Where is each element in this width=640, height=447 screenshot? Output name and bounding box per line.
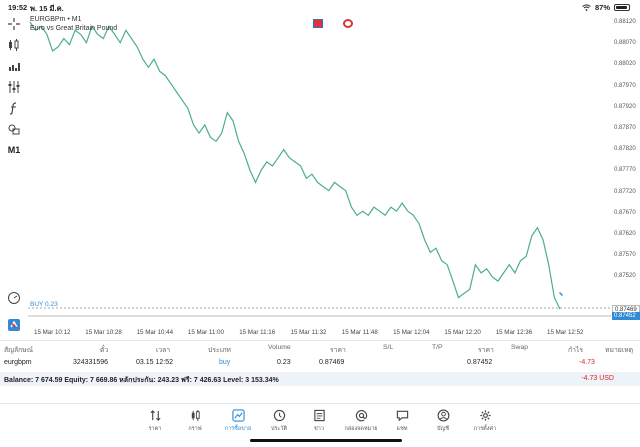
timeframe-m1-button[interactable]: M1 <box>7 145 21 155</box>
cell-profit: -4.73 <box>579 359 595 366</box>
cell-current-price: 0.87452 <box>467 359 493 366</box>
price-tick-label: 0.88070 <box>614 40 636 47</box>
candles-icon <box>191 409 200 422</box>
table-row[interactable]: eurgbpm 324331596 03.15 12:52 buy 0.23 0… <box>0 355 640 371</box>
time-tick-label: 15 Mar 10:28 <box>85 329 122 336</box>
price-tick-label: 0.88120 <box>614 19 636 25</box>
col-time: เวลา <box>156 347 171 354</box>
indicators-icon[interactable] <box>5 58 23 74</box>
nav-news[interactable]: ข่าว <box>302 409 336 433</box>
settings-sliders-icon[interactable] <box>5 79 23 95</box>
account-summary-row: Balance: 7 674.59 Equity: 7 669.86 หลักป… <box>0 372 640 386</box>
chat-bubble-icon <box>396 410 408 422</box>
col-profit: กำไร <box>568 347 584 354</box>
time-axis: 15 Mar 10:12 15 Mar 10:28 15 Mar 10:44 15 M… <box>28 329 612 339</box>
flag-gbp-icon <box>343 19 353 28</box>
price-line <box>29 21 561 310</box>
col-type: ประเภท <box>208 347 231 354</box>
flag-eur-icon <box>313 19 323 28</box>
buy-position-label[interactable]: BUY 0.23 <box>30 301 58 308</box>
col-symbol: สัญลักษณ์ <box>4 347 34 354</box>
trade-chart-icon <box>231 409 245 422</box>
price-tick-label: 0.87520 <box>614 273 636 280</box>
status-time: 19:52 <box>8 3 28 12</box>
nav-history[interactable]: ประวัติ <box>262 409 296 433</box>
trade-entry-arrow <box>559 292 563 296</box>
cell-type: buy <box>219 359 231 366</box>
battery-icon <box>614 4 630 11</box>
symbol-timeframe: EURGBPm • M1 <box>30 16 82 23</box>
nav-trade[interactable]: การซื้อขาย <box>221 409 255 433</box>
bottom-navigation: ราคา กราฟ การซื้อขาย ประวัติ ข่าว กล่องจ… <box>0 403 640 447</box>
cell-volume: 0.23 <box>277 359 291 366</box>
col-sl: S/L <box>383 344 394 351</box>
function-icon[interactable] <box>5 100 23 116</box>
price-tick-label: 0.87970 <box>614 82 636 89</box>
nav-account[interactable]: บัญชี <box>426 409 460 433</box>
time-tick-label: 15 Mar 10:44 <box>136 329 174 336</box>
cell-symbol: eurgbpm <box>4 359 32 366</box>
price-tick-label: 0.87770 <box>614 167 636 174</box>
price-tick-label: 0.87570 <box>614 252 636 259</box>
col-ticket: ตั๋ว <box>100 347 109 354</box>
chart-type-candles-icon[interactable] <box>5 37 23 53</box>
col-current-price: ราคา <box>478 347 494 354</box>
time-tick-label: 15 Mar 12:36 <box>495 329 533 336</box>
time-tick-label: 15 Mar 11:48 <box>341 329 378 336</box>
cell-open-price: 0.87469 <box>319 359 345 366</box>
status-date: พ. 15 มี.ค. <box>30 4 64 13</box>
price-chart[interactable] <box>28 14 611 334</box>
chart-canvas <box>28 21 611 317</box>
nav-chat[interactable]: แชท <box>385 409 419 433</box>
at-sign-icon <box>355 410 367 422</box>
account-user-icon <box>437 409 449 422</box>
nav-settings[interactable]: การตั้งค่า <box>468 409 502 433</box>
news-book-icon <box>313 409 325 422</box>
price-tick-label: 0.87670 <box>614 209 636 216</box>
balance-summary: Balance: 7 674.59 Equity: 7 669.86 หลักป… <box>4 377 279 384</box>
price-tick-label: 0.88020 <box>614 61 636 68</box>
crosshair-icon[interactable] <box>5 16 23 32</box>
battery-percent: 87% <box>594 3 610 12</box>
quotes-arrows-icon <box>149 410 161 421</box>
speedometer-icon[interactable] <box>5 290 23 306</box>
wifi-icon <box>582 4 591 11</box>
one-click-trading-icon[interactable] <box>5 317 23 333</box>
gear-icon <box>479 410 491 421</box>
home-indicator <box>250 439 402 442</box>
nav-chart[interactable]: กราฟ <box>178 409 212 433</box>
status-bar: 19:52 พ. 15 มี.ค. 87% <box>0 0 640 14</box>
col-comment: หมายเหตุ <box>605 347 633 354</box>
col-price: ราคา <box>330 347 346 354</box>
time-tick-label: 15 Mar 11:16 <box>239 329 276 336</box>
price-tick-label: 0.87920 <box>614 103 636 110</box>
symbol-description: Euro vs Great Britain Pound <box>30 25 118 32</box>
col-volume: Volume <box>268 344 291 351</box>
cell-time: 03.15 12:52 <box>136 359 173 366</box>
chart-header-icons <box>313 19 353 28</box>
chart-title: EURGBPm • M1 Euro vs Great Britain Pound <box>30 15 117 33</box>
price-axis: 0.88120 0.88070 0.88020 0.87970 0.87920 0.878… <box>612 14 640 334</box>
time-tick-label: 15 Mar 12:52 <box>547 329 584 336</box>
time-tick-label: 15 Mar 11:00 <box>187 329 224 336</box>
trade-table-header: สัญลักษณ์ ตั๋ว เวลา ประเภท Volume ราคา S… <box>0 340 640 354</box>
time-tick-label: 15 Mar 12:20 <box>444 329 481 336</box>
chart-toolbar: M1 <box>0 14 28 334</box>
time-tick-label: 15 Mar 10:12 <box>34 329 71 336</box>
nav-mailbox[interactable]: กล่องจดหมาย <box>344 409 378 433</box>
time-tick-label: 15 Mar 12:04 <box>393 329 430 336</box>
history-clock-icon <box>273 409 285 422</box>
price-tick-label: 0.87820 <box>614 146 636 153</box>
price-tick-label: 0.87620 <box>614 231 636 237</box>
col-swap: Swap <box>511 344 529 351</box>
price-tick-label: 0.87870 <box>614 125 636 131</box>
total-profit: -4.73 USD <box>581 375 614 382</box>
nav-quotes[interactable]: ราคา <box>138 409 172 433</box>
cell-ticket: 324331596 <box>73 359 109 366</box>
objects-icon[interactable] <box>5 121 23 137</box>
col-tp: T/P <box>432 344 443 351</box>
price-tick-label: 0.87720 <box>614 188 636 195</box>
bid-price-tag: 0.87452 <box>612 312 640 320</box>
time-tick-label: 15 Mar 11:32 <box>290 329 327 336</box>
